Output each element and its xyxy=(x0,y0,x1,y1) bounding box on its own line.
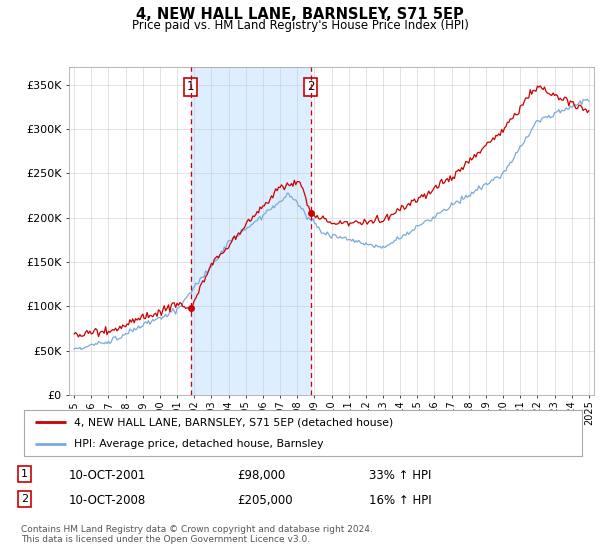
Text: HPI: Average price, detached house, Barnsley: HPI: Average price, detached house, Barn… xyxy=(74,439,324,449)
Text: 16% ↑ HPI: 16% ↑ HPI xyxy=(369,494,431,507)
Text: 2: 2 xyxy=(307,80,314,94)
Text: 1: 1 xyxy=(21,469,28,479)
Text: £205,000: £205,000 xyxy=(237,494,293,507)
Text: 10-OCT-2001: 10-OCT-2001 xyxy=(69,469,146,482)
Text: 2: 2 xyxy=(21,494,28,504)
Text: Contains HM Land Registry data © Crown copyright and database right 2024.
This d: Contains HM Land Registry data © Crown c… xyxy=(21,525,373,544)
Text: 4, NEW HALL LANE, BARNSLEY, S71 5EP: 4, NEW HALL LANE, BARNSLEY, S71 5EP xyxy=(136,7,464,22)
Text: 33% ↑ HPI: 33% ↑ HPI xyxy=(369,469,431,482)
Text: 10-OCT-2008: 10-OCT-2008 xyxy=(69,494,146,507)
Text: 4, NEW HALL LANE, BARNSLEY, S71 5EP (detached house): 4, NEW HALL LANE, BARNSLEY, S71 5EP (det… xyxy=(74,417,394,427)
Text: Price paid vs. HM Land Registry's House Price Index (HPI): Price paid vs. HM Land Registry's House … xyxy=(131,19,469,32)
Text: £98,000: £98,000 xyxy=(237,469,285,482)
Bar xyxy=(191,67,311,395)
Text: 1: 1 xyxy=(187,80,194,94)
